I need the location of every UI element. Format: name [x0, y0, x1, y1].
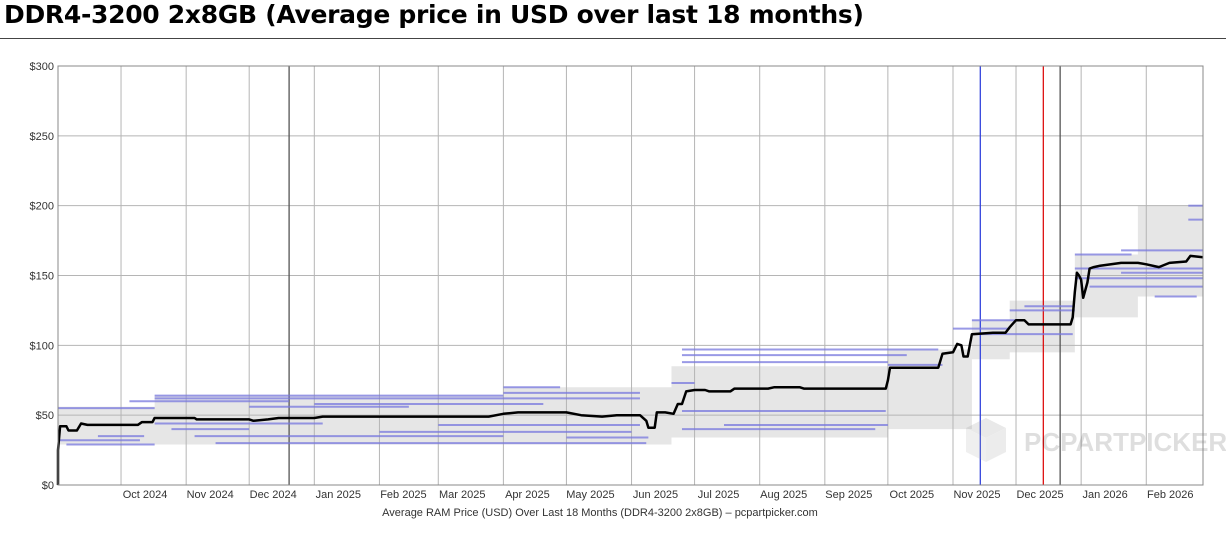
watermark: PCPARTPICKER	[966, 418, 1226, 462]
x-tick-label: Sep 2025	[825, 489, 872, 501]
x-tick-label: Nov 2025	[953, 489, 1000, 501]
title-divider	[0, 38, 1226, 39]
retailer-price-lines	[58, 204, 1203, 446]
x-tick-label: Apr 2025	[505, 489, 550, 501]
x-tick-label: Jul 2025	[698, 489, 740, 501]
x-tick-label: Jan 2025	[316, 489, 361, 501]
x-tick-label: Feb 2026	[1147, 489, 1193, 501]
x-axis-tick-labels: Oct 2024 Nov 2024 Dec 2024 Jan 2025 Feb 2025…	[123, 489, 1194, 501]
x-tick-label: Jan 2026	[1083, 489, 1128, 501]
plot-border	[57, 65, 1204, 486]
x-tick-label: Feb 2025	[380, 489, 426, 501]
vertical-markers	[288, 66, 1061, 485]
watermark-text: PCPARTPICKER	[1024, 427, 1226, 457]
x-tick-label: Jun 2025	[633, 489, 678, 501]
average-price-series	[56, 254, 1204, 485]
x-tick-label: Mar 2025	[439, 489, 485, 501]
x-tick-label: Dec 2024	[250, 489, 297, 501]
price-range-band	[58, 205, 1203, 445]
y-tick-label: $200	[30, 201, 54, 213]
x-tick-label: Aug 2025	[760, 489, 807, 501]
x-axis-label: Average RAM Price (USD) Over Last 18 Mon…	[382, 507, 818, 519]
y-tick-label: $300	[30, 61, 54, 73]
x-tick-label: Nov 2024	[187, 489, 234, 501]
x-tick-label: Oct 2025	[890, 489, 935, 501]
y-tick-label: $100	[30, 340, 54, 352]
y-axis-tick-labels: $0 $50 $100 $150 $200 $250 $300	[30, 61, 54, 492]
range-band-area	[58, 205, 1203, 445]
average-price-line	[56, 254, 1204, 485]
y-tick-label: $50	[36, 410, 54, 422]
y-tick-label: $150	[30, 271, 54, 283]
plot-frame	[57, 65, 1204, 486]
x-tick-label: May 2025	[566, 489, 614, 501]
x-tick-label: Dec 2025	[1016, 489, 1063, 501]
y-tick-label: $250	[30, 131, 54, 143]
watermark-logo-icon	[966, 418, 1006, 462]
page-title: DDR4-3200 2x8GB (Average price in USD ov…	[4, 0, 864, 29]
x-tick-label: Oct 2024	[123, 489, 168, 501]
y-tick-label: $0	[42, 480, 54, 492]
